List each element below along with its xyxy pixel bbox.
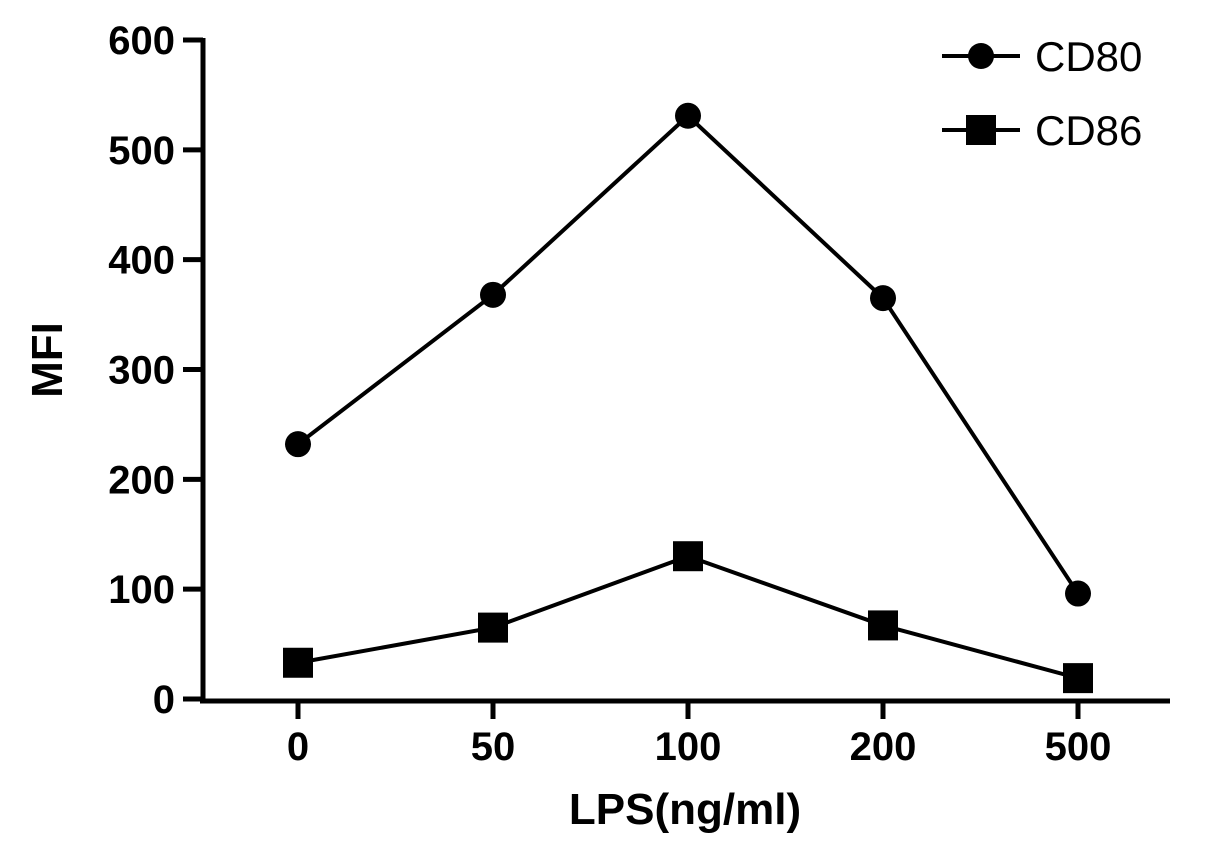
series-layer: [283, 102, 1093, 694]
series-line-cd80: [296, 113, 1080, 595]
y-tick-label: 100: [108, 568, 175, 612]
data-point-cd80: [675, 102, 701, 129]
x-tick-label: 100: [655, 725, 722, 769]
data-point-cd86: [1063, 663, 1093, 694]
y-tick-label: 0: [153, 678, 175, 722]
x-axis-ticks: 0 50 100 200 500: [287, 701, 1112, 769]
series-cd80: [285, 102, 1091, 607]
data-point-cd86: [868, 610, 898, 641]
x-axis-title: LPS(ng/ml): [569, 785, 801, 834]
legend-item-cd86: CD86: [942, 107, 1142, 154]
x-tick-label: 50: [471, 725, 516, 769]
data-point-cd86: [478, 612, 508, 643]
legend-item-cd80: CD80: [942, 33, 1142, 80]
series-cd86: [283, 541, 1093, 694]
y-tick-label: 400: [108, 239, 175, 283]
y-tick-label: 500: [108, 129, 175, 173]
y-tick-label: 200: [108, 458, 175, 502]
legend-marker-cd80: [968, 43, 994, 69]
legend-label-cd86: CD86: [1035, 107, 1142, 154]
x-tick-label: 200: [850, 725, 917, 769]
y-axis-title: MFI: [23, 322, 72, 398]
y-axis-ticks: 0 100 200 300 400 500 600: [108, 19, 203, 722]
legend-label-cd80: CD80: [1035, 33, 1142, 80]
data-point-cd80: [480, 281, 506, 308]
data-point-cd80: [285, 431, 311, 458]
data-point-cd86: [673, 541, 703, 572]
x-tick-label: 500: [1045, 725, 1112, 769]
y-tick-label: 600: [108, 19, 175, 63]
data-point-cd86: [283, 647, 313, 678]
legend-marker-cd86: [966, 115, 996, 145]
legend: CD80 CD86: [942, 33, 1142, 154]
x-tick-label: 0: [287, 725, 309, 769]
data-point-cd80: [1065, 580, 1091, 607]
series-line-cd86: [297, 554, 1079, 681]
data-point-cd80: [870, 285, 896, 312]
y-tick-label: 300: [108, 349, 175, 393]
